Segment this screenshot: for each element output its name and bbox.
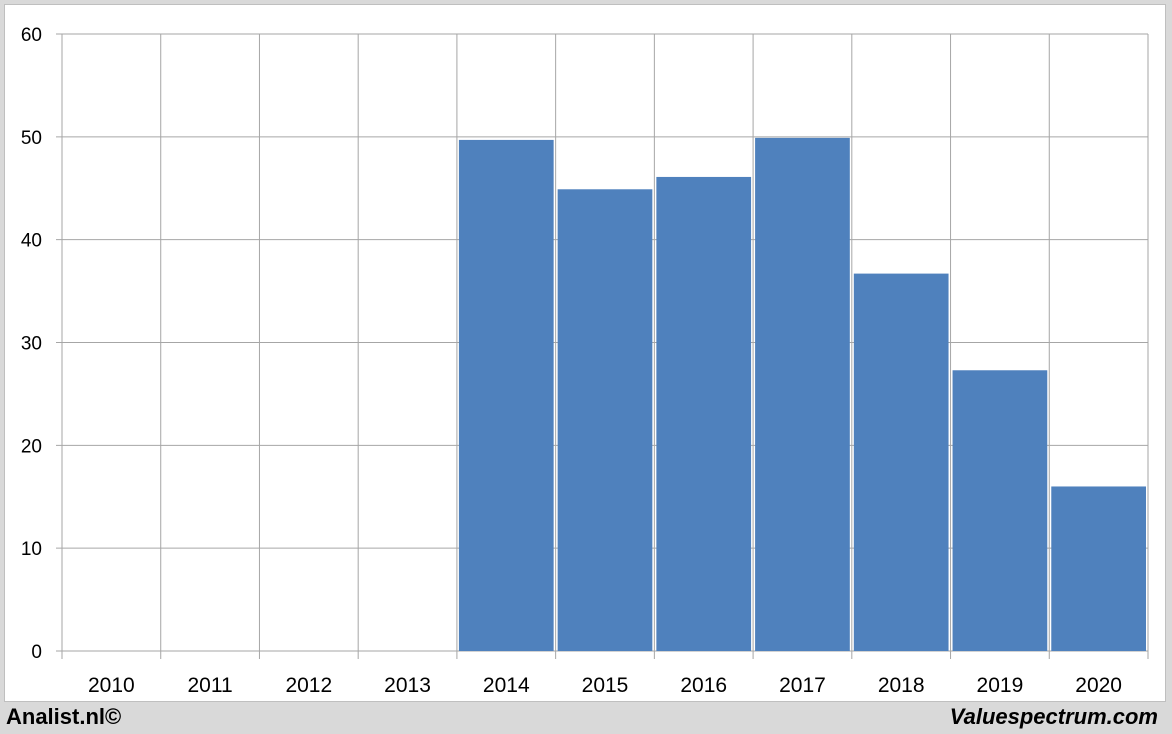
- bar-2015: [557, 189, 653, 652]
- x-tick-label: 2017: [779, 674, 826, 697]
- x-tick-label: 2020: [1075, 674, 1122, 697]
- y-tick-label: 10: [21, 539, 42, 560]
- x-tick-label: 2011: [188, 674, 233, 697]
- y-tick-label: 50: [21, 128, 42, 149]
- bar-2017: [755, 137, 850, 651]
- x-tick-label: 2014: [483, 674, 530, 697]
- x-tick-label: 2015: [582, 674, 629, 697]
- footer-left-credit: Analist.nl©: [6, 704, 122, 729]
- x-tick-label: 2019: [977, 674, 1024, 697]
- x-tick-label: 2018: [878, 674, 925, 697]
- y-tick-label: 40: [21, 231, 42, 252]
- x-tick-label: 2013: [384, 674, 431, 697]
- y-tick-label: 0: [31, 642, 42, 663]
- bar-2018: [853, 273, 949, 651]
- x-tick-label: 2010: [88, 674, 135, 697]
- bar-2019: [952, 370, 1048, 651]
- y-tick-label: 60: [21, 25, 42, 46]
- footer-right-credit: Valuespectrum.com: [949, 704, 1158, 729]
- x-tick-label: 2016: [680, 674, 727, 697]
- bar-2014: [458, 139, 554, 651]
- x-tick-label: 2012: [285, 674, 332, 697]
- bar-2020: [1051, 486, 1146, 651]
- y-tick-label: 30: [21, 334, 42, 355]
- bar-2016: [656, 176, 752, 651]
- y-tick-label: 20: [21, 436, 42, 457]
